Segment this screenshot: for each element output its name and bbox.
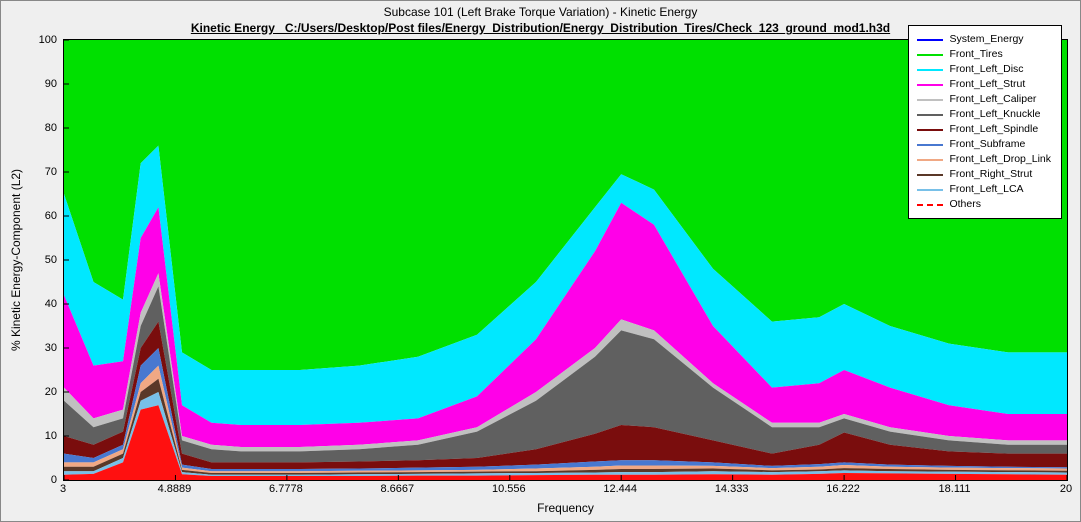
legend-item[interactable]: Front_Left_Knuckle	[917, 107, 1051, 122]
legend-label: Front_Left_Disc	[949, 62, 1023, 77]
y-tick-label: 10	[29, 430, 57, 442]
legend-label: Front_Tires	[949, 47, 1002, 62]
legend-item[interactable]: Front_Right_Strut	[917, 167, 1051, 182]
legend-item[interactable]: Front_Left_Spindle	[917, 122, 1051, 137]
legend-swatch	[917, 129, 943, 131]
legend-item[interactable]: Front_Left_Strut	[917, 77, 1051, 92]
chart-legend[interactable]: System_EnergyFront_TiresFront_Left_DiscF…	[908, 25, 1062, 219]
y-axis-label: % Kinetic Energy-Component (L2)	[9, 169, 23, 351]
legend-label: Front_Subframe	[949, 137, 1025, 152]
legend-label: Front_Left_Knuckle	[949, 107, 1040, 122]
legend-item[interactable]: Front_Subframe	[917, 137, 1051, 152]
chart-title-1: Subcase 101 (Left Brake Torque Variation…	[1, 5, 1080, 19]
y-tick-label: 80	[29, 122, 57, 134]
y-tick-label: 20	[29, 386, 57, 398]
y-tick-label: 100	[29, 34, 57, 46]
legend-label: System_Energy	[949, 32, 1023, 47]
x-tick-label: 12.444	[603, 483, 637, 495]
legend-swatch	[917, 189, 943, 191]
y-tick-label: 60	[29, 210, 57, 222]
legend-item[interactable]: Front_Left_Caliper	[917, 92, 1051, 107]
x-tick-label: 6.7778	[269, 483, 303, 495]
x-tick-label: 18.111	[939, 483, 971, 495]
x-tick-label: 20	[1060, 483, 1072, 495]
legend-item[interactable]: Front_Tires	[917, 47, 1051, 62]
legend-swatch	[917, 54, 943, 56]
legend-swatch	[917, 69, 943, 71]
legend-swatch	[917, 204, 943, 206]
y-tick-label: 0	[29, 474, 57, 486]
chart-frame: Subcase 101 (Left Brake Torque Variation…	[0, 0, 1081, 522]
x-axis-label: Frequency	[63, 501, 1068, 515]
x-tick-label: 4.8889	[158, 483, 192, 495]
y-axis-ticks: 0102030405060708090100	[29, 39, 61, 481]
y-tick-label: 50	[29, 254, 57, 266]
legend-label: Front_Left_LCA	[949, 182, 1023, 197]
legend-label: Front_Left_Drop_Link	[949, 152, 1051, 167]
legend-item[interactable]: System_Energy	[917, 32, 1051, 47]
y-tick-label: 30	[29, 342, 57, 354]
x-tick-label: 14.333	[715, 483, 749, 495]
legend-swatch	[917, 114, 943, 116]
legend-label: Front_Left_Spindle	[949, 122, 1038, 137]
legend-label: Front_Right_Strut	[949, 167, 1032, 182]
y-tick-label: 70	[29, 166, 57, 178]
legend-item[interactable]: Front_Left_Disc	[917, 62, 1051, 77]
legend-swatch	[917, 174, 943, 176]
legend-item[interactable]: Front_Left_LCA	[917, 182, 1051, 197]
x-tick-label: 16.222	[826, 483, 860, 495]
legend-swatch	[917, 39, 943, 41]
legend-swatch	[917, 99, 943, 101]
legend-swatch	[917, 144, 943, 146]
x-tick-label: 10.556	[492, 483, 526, 495]
y-tick-label: 90	[29, 78, 57, 90]
x-tick-label: 8.6667	[381, 483, 415, 495]
legend-label: Others	[949, 197, 981, 212]
x-axis-ticks: 3 4.8889 6.7778 8.6667 10.556 12.444 14.333 16.…	[63, 483, 1068, 499]
legend-label: Front_Left_Strut	[949, 77, 1025, 92]
legend-label: Front_Left_Caliper	[949, 92, 1036, 107]
y-axis-label-wrap: % Kinetic Energy-Component (L2)	[7, 39, 25, 481]
legend-swatch	[917, 84, 943, 86]
legend-swatch	[917, 159, 943, 161]
legend-item[interactable]: Front_Left_Drop_Link	[917, 152, 1051, 167]
legend-item[interactable]: Others	[917, 197, 1051, 212]
y-tick-label: 40	[29, 298, 57, 310]
x-tick-label: 3	[60, 483, 66, 495]
